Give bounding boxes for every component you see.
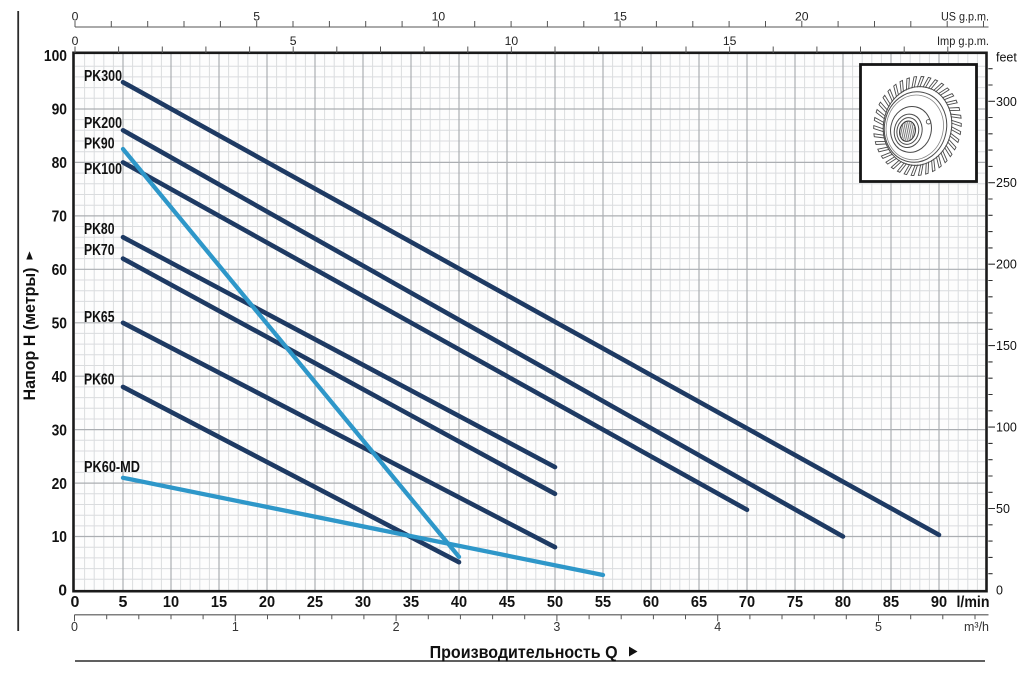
svg-text:50: 50 — [52, 315, 67, 332]
svg-text:Производительность Q: Производительность Q — [430, 642, 618, 662]
svg-text:PK60: PK60 — [84, 371, 115, 388]
svg-text:75: 75 — [787, 594, 803, 611]
svg-text:15: 15 — [613, 10, 627, 24]
svg-text:85: 85 — [883, 594, 899, 611]
svg-text:3: 3 — [553, 620, 560, 634]
svg-text:5: 5 — [253, 10, 260, 24]
svg-text:60: 60 — [643, 594, 659, 611]
svg-text:50: 50 — [996, 502, 1010, 516]
svg-text:5: 5 — [119, 594, 128, 611]
svg-text:90: 90 — [52, 102, 67, 119]
svg-text:m³/h: m³/h — [964, 620, 989, 634]
svg-text:20: 20 — [259, 594, 275, 611]
svg-text:US g.p.m.: US g.p.m. — [941, 10, 989, 24]
svg-text:35: 35 — [403, 594, 419, 611]
svg-text:150: 150 — [996, 339, 1017, 353]
svg-text:70: 70 — [739, 594, 755, 611]
svg-text:70: 70 — [52, 209, 67, 226]
svg-text:90: 90 — [931, 594, 947, 611]
svg-text:Напор H (метры): Напор H (метры) — [21, 268, 39, 401]
svg-text:1: 1 — [232, 620, 239, 634]
svg-text:4: 4 — [714, 620, 721, 634]
svg-text:5: 5 — [875, 620, 882, 634]
svg-text:50: 50 — [547, 594, 563, 611]
svg-text:PK100: PK100 — [84, 161, 122, 178]
svg-text:PK80: PK80 — [84, 221, 115, 238]
svg-text:l/min: l/min — [957, 594, 990, 611]
svg-text:200: 200 — [996, 258, 1017, 272]
svg-text:0: 0 — [71, 620, 78, 634]
svg-text:25: 25 — [307, 594, 323, 611]
svg-text:10: 10 — [52, 529, 67, 546]
svg-text:40: 40 — [451, 594, 467, 611]
svg-text:20: 20 — [795, 10, 809, 24]
svg-text:15: 15 — [723, 34, 737, 48]
svg-text:0: 0 — [58, 583, 67, 600]
svg-text:0: 0 — [71, 594, 80, 611]
svg-text:PK300: PK300 — [84, 68, 122, 85]
svg-text:5: 5 — [290, 34, 297, 48]
svg-text:PK65: PK65 — [84, 309, 115, 326]
svg-text:45: 45 — [499, 594, 515, 611]
svg-text:20: 20 — [52, 476, 67, 493]
svg-text:40: 40 — [52, 369, 67, 386]
svg-text:30: 30 — [52, 422, 67, 439]
svg-text:15: 15 — [211, 594, 227, 611]
svg-text:PK90: PK90 — [84, 135, 115, 152]
svg-text:2: 2 — [393, 620, 400, 634]
svg-text:100: 100 — [44, 48, 67, 65]
svg-text:80: 80 — [52, 155, 67, 172]
svg-text:300: 300 — [996, 95, 1017, 109]
svg-text:0: 0 — [72, 10, 79, 24]
svg-text:10: 10 — [432, 10, 446, 24]
svg-text:65: 65 — [691, 594, 707, 611]
svg-text:0: 0 — [996, 584, 1003, 598]
svg-text:80: 80 — [835, 594, 851, 611]
svg-text:0: 0 — [72, 34, 79, 48]
svg-text:feet: feet — [996, 51, 1017, 65]
svg-text:55: 55 — [595, 594, 611, 611]
svg-text:PK70: PK70 — [84, 242, 115, 259]
svg-text:10: 10 — [505, 34, 519, 48]
svg-text:PK200: PK200 — [84, 115, 122, 132]
svg-text:Imp g.p.m.: Imp g.p.m. — [937, 34, 989, 48]
svg-text:250: 250 — [996, 176, 1017, 190]
svg-text:60: 60 — [52, 262, 67, 279]
svg-text:30: 30 — [355, 594, 371, 611]
svg-text:10: 10 — [163, 594, 179, 611]
svg-text:100: 100 — [996, 421, 1017, 435]
svg-text:PK60-MD: PK60-MD — [84, 459, 140, 476]
